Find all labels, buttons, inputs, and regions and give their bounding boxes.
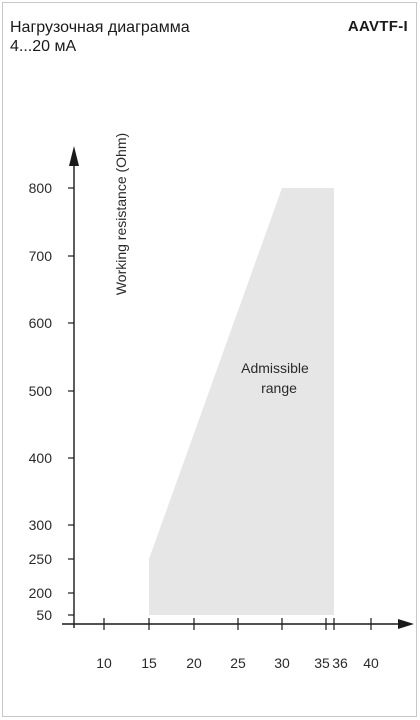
model-label: AAVTF-I [347, 18, 408, 35]
y-tick-label-200: 200 [29, 585, 53, 601]
x-tick-label-20: 20 [186, 655, 202, 671]
y-axis-arrow [69, 146, 79, 166]
y-tick-label-50: 50 [36, 607, 52, 623]
x-tick-label-40: 40 [363, 655, 379, 671]
title-line-2: 4...20 мА [10, 38, 77, 55]
y-tick-label-800: 800 [29, 180, 53, 196]
region-label-line-1: Admissible [241, 360, 309, 376]
chart-title: Нагрузочная диаграмма 4...20 мА [10, 18, 190, 56]
y-tick-label-500: 500 [29, 383, 53, 399]
x-tick-label-15: 15 [141, 655, 157, 671]
y-tick-label-300: 300 [29, 517, 53, 533]
admissible-range-area [149, 188, 334, 615]
title-line-1: Нагрузочная диаграмма [10, 19, 190, 36]
y-axis-title: Working resistance (Ohm) [113, 133, 129, 295]
x-tick-label-25: 25 [230, 655, 246, 671]
x-tick-label-30: 30 [274, 655, 290, 671]
x-tick-label-35: 35 [314, 655, 330, 671]
y-tick-label-600: 600 [29, 315, 53, 331]
x-tick-label-36: 36 [332, 655, 348, 671]
x-tick-label-10: 10 [96, 655, 112, 671]
y-tick-label-700: 700 [29, 248, 53, 264]
region-label-line-2: range [261, 380, 297, 396]
x-axis-arrow [398, 619, 414, 629]
y-tick-label-400: 400 [29, 450, 53, 466]
y-tick-label-250: 250 [29, 551, 53, 567]
